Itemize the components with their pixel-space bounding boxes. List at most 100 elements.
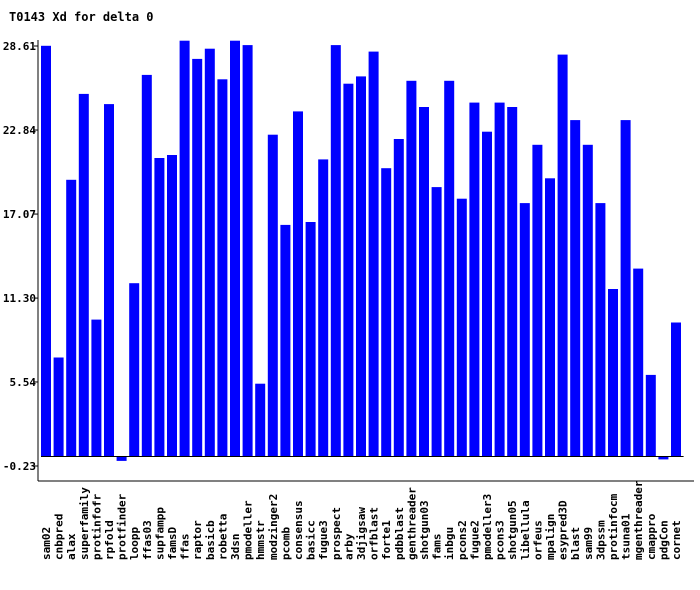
bar-libellula [519,203,530,457]
bar-fugue3 [318,159,329,457]
x-tick-label: esypred3D [557,500,570,560]
x-tick-label: genthreader [405,487,418,560]
x-tick-label: pcons2 [456,520,469,560]
x-tick-label: 3dpssm [594,520,607,560]
x-tick-label: protinfocm [607,493,620,560]
bar-superfamily [78,93,89,457]
x-tick-label: 3dsn [229,534,242,561]
x-tick-label: basicb [204,520,217,560]
bar-blast [570,120,581,457]
bar-forte1 [381,168,392,457]
y-tick-label: 28.61 [3,40,36,53]
x-tick-label: orfeus [531,520,544,560]
bar-pcons2 [456,198,467,457]
x-tick-label: cornet [670,520,683,560]
bar-ffas03 [141,74,152,457]
chart-title: T0143 Xd for delta 0 [9,10,154,24]
x-tick-label: pcons3 [494,520,507,560]
y-tick-label: 11.30 [3,292,36,305]
x-axis: sam02 cnbpred alax superfamily protinfofr rpf… [38,480,694,560]
x-tick-label: sam99 [582,527,595,560]
x-tick-label: blast [569,527,582,560]
x-tick-label: inbgu [443,527,456,560]
bar-cornet [671,322,681,457]
x-tick-label: fugue2 [468,520,481,560]
x-tick-label: forte1 [380,520,393,560]
bar-fams [431,187,442,457]
bar-sam02 [41,45,51,457]
bar-orfblast [368,51,379,457]
x-tick-label: arby [342,533,355,560]
x-tick-label: sam02 [40,527,53,560]
bar-loopp [129,283,140,457]
x-tick-label: shotgun03 [418,500,431,560]
x-tick-label: hmmstr [254,520,267,560]
x-tick-label: prospect [330,507,343,560]
x-tick-label: orfblast [368,507,381,560]
x-tick-label: raptor [191,520,204,560]
bar-ffas [179,40,190,457]
bars [41,40,684,461]
bar-protinfocm [608,289,618,457]
bar-cnbpred [53,357,64,457]
bar-orfeus [532,144,543,457]
bar-3djigsaw [356,76,366,457]
x-tick-label: libellula [519,500,532,560]
x-tick-label: cnbpred [53,514,66,560]
bar-pcons3 [494,102,505,457]
x-tick-label: mpalign [544,514,557,560]
bar-sam99 [582,144,593,457]
x-tick-label: protfinder [116,493,129,560]
x-tick-label: loopp [128,527,141,560]
x-tick-label: protinfofr [90,493,103,560]
x-tick-label: pdbblast [393,507,406,560]
bar-3dsn [230,40,240,457]
x-tick-label: shotgun05 [506,500,519,560]
bar-supfampp [154,158,165,457]
bar-arby [343,83,354,457]
x-tick-label: ffas [179,534,192,561]
bar-mgenthreader [633,268,644,457]
x-tick-label: pdgCon [657,520,670,560]
bar-protinfofr [91,319,102,457]
bar-shotgun05 [507,107,518,457]
bar-basicc [305,222,316,457]
bar-inbgu [444,80,455,457]
x-tick-label: modzinger2 [267,494,280,560]
y-tick-label: 22.84 [3,124,36,137]
x-tick-label: 3djigsaw [355,507,368,560]
bar-pdgCon [658,456,669,460]
bar-consensus [293,111,303,457]
bar-raptor [192,58,203,457]
bar-modzinger2 [267,134,278,457]
x-tick-label: tsuna01 [620,513,633,560]
x-tick-label: cmappro [645,513,658,560]
bar-mpalign [545,178,555,457]
bar-fugue2 [469,102,480,457]
x-tick-label: basicc [305,520,318,560]
bar-rpfold [104,104,114,457]
y-tick-label: 17.07 [3,208,36,221]
bar-protfinder [116,456,127,461]
bar-cmappro [645,374,656,457]
bar-hmmstr [255,383,266,457]
x-tick-label: pcomb [279,527,292,560]
x-tick-label: rpfold [103,520,116,560]
y-tick-label: -0.23 [3,460,36,473]
bar-robetta [217,79,228,457]
x-tick-label: consensus [292,500,305,560]
bar-pmodeller [242,45,253,457]
bar-alax [66,179,77,457]
x-tick-label: ffas03 [141,520,154,560]
x-tick-label: alax [65,533,78,560]
x-tick-label: robetta [216,514,229,560]
x-tick-label: famsD [166,527,179,560]
bar-3dpssm [595,203,606,457]
y-axis: 28.61 22.84 17.07 11.30 5.54 -0.23 [3,40,39,481]
x-tick-label: superfamily [78,487,91,560]
x-tick-label: pmodeller3 [481,494,494,560]
bar-esypred3D [557,54,568,457]
bar-prospect [330,45,341,457]
y-tick-label: 5.54 [10,376,37,389]
